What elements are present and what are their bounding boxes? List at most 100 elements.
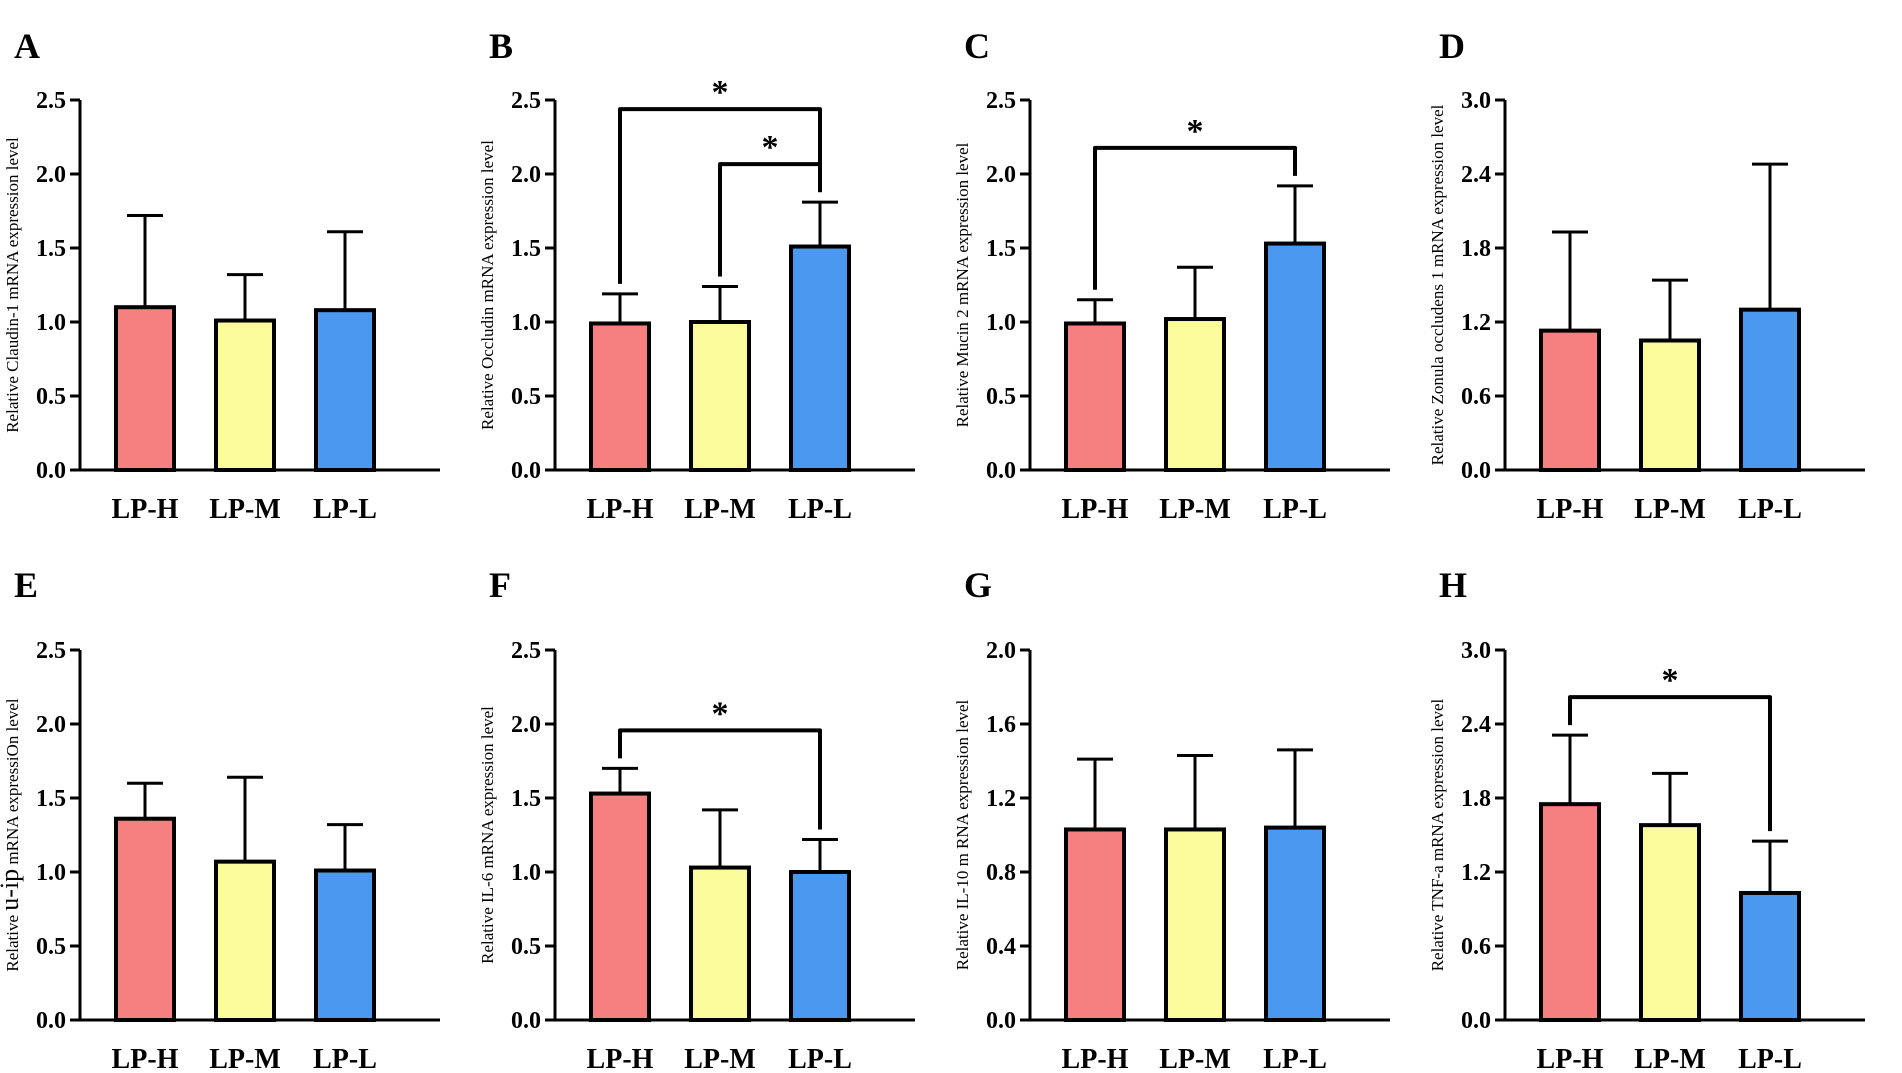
y-tick-label: 2.0 (36, 712, 66, 738)
x-tick-label: LP-L (1738, 494, 1802, 525)
y-tick-label: 2.0 (511, 162, 541, 188)
panel-a: A Relative Claudin-1 mRNA expression leve… (3, 26, 440, 525)
panel-g: G Relative IL-10 m RNA expression level 0.… (953, 565, 1390, 1073)
bar-lp-l (314, 308, 376, 472)
bar-lp-l (1264, 241, 1326, 472)
x-tick-label: LP-H (112, 1044, 179, 1073)
x-tick-label: LP-M (684, 494, 756, 525)
y-tick-label: 1.5 (986, 236, 1016, 262)
y-tick-label: 0.5 (986, 384, 1016, 410)
y-tick-label: 2.0 (511, 712, 541, 738)
bar-lp-m (214, 859, 276, 1023)
x-tick-label: LP-L (1263, 1044, 1327, 1073)
y-tick-label: 0.5 (511, 934, 541, 960)
bar-lp-l (1739, 307, 1801, 472)
x-tick-label: LP-M (209, 1044, 281, 1073)
y-axis-label-part: u-ip (0, 869, 24, 911)
panel-letter: E (14, 565, 38, 605)
y-tick-label: 0.6 (1461, 384, 1491, 410)
y-tick-label: 1.0 (511, 860, 541, 886)
bar-lp-h (1539, 328, 1601, 472)
x-tick-label: LP-L (1263, 494, 1327, 525)
y-tick-label: 1.0 (986, 310, 1016, 336)
x-tick-label: LP-M (1634, 494, 1706, 525)
bar-lp-l (789, 244, 851, 472)
y-axis-label: Relative u-ip mRNA expressiOn level (0, 698, 24, 972)
y-tick-label: 1.5 (36, 786, 66, 812)
significance-star: * (712, 695, 729, 732)
y-tick-label: 2.5 (511, 638, 541, 664)
y-axis-label-part: Relative (3, 911, 22, 972)
x-tick-label: LP-L (313, 1044, 377, 1073)
y-axis-label: Relative IL-6 mRNA expression level (478, 706, 497, 964)
y-tick-label: 1.8 (1461, 786, 1491, 812)
x-tick-label: LP-M (1159, 494, 1231, 525)
panel-letter: D (1439, 26, 1465, 66)
bar-lp-l (1264, 825, 1326, 1022)
bar-lp-m (1164, 317, 1226, 473)
panel-letter: B (489, 26, 513, 66)
panel-letter: H (1439, 565, 1467, 605)
significance-star: * (762, 129, 779, 166)
significance-bracket (618, 728, 822, 830)
y-tick-label: 1.5 (511, 786, 541, 812)
x-tick-label: LP-H (1062, 1044, 1129, 1073)
y-tick-label: 3.0 (1461, 88, 1491, 114)
panel-h: H Relative TNF-a mRNA expression level 0.0… (1428, 565, 1865, 1073)
significance-star: * (1187, 113, 1204, 150)
panel-c: C Relative Mucin 2 mRNA expression level 0… (953, 26, 1390, 525)
y-tick-label: 1.5 (511, 236, 541, 262)
y-axis-label: Relative Zonula occludens 1 mRNA express… (1428, 104, 1447, 465)
y-tick-label: 1.2 (1461, 310, 1491, 336)
bar-lp-h (114, 305, 176, 473)
panel-letter: F (489, 565, 511, 605)
y-tick-label: 0.5 (36, 384, 66, 410)
panel-b: B Relative Occludin mRNA expression level… (478, 26, 915, 525)
bar-lp-m (1639, 823, 1701, 1023)
y-tick-label: 2.5 (36, 638, 66, 664)
y-tick-label: 0.8 (986, 860, 1016, 886)
y-axis-label: Relative Occludin mRNA expression level (478, 140, 497, 430)
y-tick-label: 2.5 (511, 88, 541, 114)
panel-letter: A (14, 26, 40, 66)
y-tick-label: 2.0 (36, 162, 66, 188)
y-tick-label: 1.0 (36, 310, 66, 336)
bar-lp-l (314, 868, 376, 1023)
x-tick-label: LP-H (112, 494, 179, 525)
panel-e: E Relative u-ip mRNA expressiOn level 0.0 0… (0, 565, 440, 1073)
y-tick-label: 0.0 (36, 458, 66, 484)
y-tick-label: 1.0 (36, 860, 66, 886)
bar-lp-m (1164, 827, 1226, 1023)
x-tick-label: LP-H (1537, 1044, 1604, 1073)
bar-lp-m (214, 318, 276, 472)
y-tick-label: 1.2 (1461, 860, 1491, 886)
x-tick-label: LP-H (1537, 494, 1604, 525)
x-tick-label: LP-L (788, 494, 852, 525)
x-tick-label: LP-H (587, 494, 654, 525)
y-tick-label: 0.5 (36, 934, 66, 960)
bar-lp-l (789, 870, 851, 1022)
y-tick-label: 0.6 (1461, 934, 1491, 960)
significance-bracket (1093, 145, 1297, 290)
panel-letter: C (964, 26, 990, 66)
x-tick-label: LP-M (209, 494, 281, 525)
y-tick-label: 2.5 (986, 88, 1016, 114)
x-tick-label: LP-H (1062, 494, 1129, 525)
y-tick-label: 0.4 (986, 934, 1016, 960)
y-tick-label: 2.0 (986, 162, 1016, 188)
y-axis-label: Relative TNF-a mRNA expression level (1428, 698, 1447, 971)
bar-lp-h (114, 816, 176, 1022)
x-tick-label: LP-M (1159, 1044, 1231, 1073)
y-tick-label: 1.8 (1461, 236, 1491, 262)
y-tick-label: 0.5 (511, 384, 541, 410)
panel-d: D Relative Zonula occludens 1 mRNA expres… (1428, 26, 1865, 525)
x-tick-label: LP-L (1738, 1044, 1802, 1073)
y-tick-label: 0.0 (986, 1008, 1016, 1034)
y-axis-label: Relative IL-10 m RNA expression level (953, 699, 972, 970)
significance-bracket (1568, 695, 1772, 832)
significance-bracket (718, 162, 822, 277)
bar-lp-m (689, 320, 751, 472)
panel-letter: G (964, 565, 992, 605)
x-tick-label: LP-H (587, 1044, 654, 1073)
